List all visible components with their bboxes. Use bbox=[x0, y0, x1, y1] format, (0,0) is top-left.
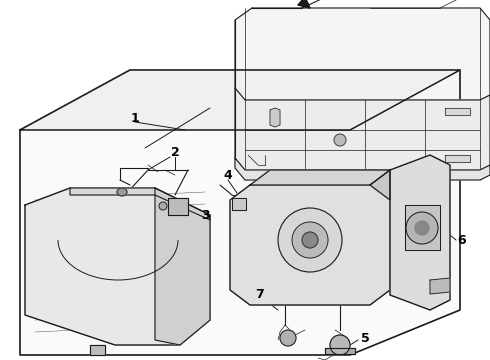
Polygon shape bbox=[405, 205, 440, 250]
Polygon shape bbox=[168, 198, 188, 215]
Polygon shape bbox=[20, 70, 460, 130]
Polygon shape bbox=[325, 348, 355, 354]
Circle shape bbox=[415, 221, 429, 235]
Text: 7: 7 bbox=[256, 288, 265, 302]
Polygon shape bbox=[232, 198, 246, 210]
Circle shape bbox=[292, 222, 328, 258]
Text: 6: 6 bbox=[458, 234, 466, 247]
Circle shape bbox=[278, 208, 342, 272]
Polygon shape bbox=[430, 278, 450, 294]
Polygon shape bbox=[270, 108, 280, 127]
Polygon shape bbox=[155, 188, 210, 345]
Text: 5: 5 bbox=[361, 332, 369, 345]
Polygon shape bbox=[445, 155, 470, 162]
Ellipse shape bbox=[117, 188, 127, 196]
Circle shape bbox=[334, 134, 346, 146]
Text: 1: 1 bbox=[131, 112, 139, 125]
Text: 4: 4 bbox=[223, 168, 232, 181]
Circle shape bbox=[159, 202, 167, 210]
Polygon shape bbox=[370, 170, 390, 200]
Text: 3: 3 bbox=[201, 208, 209, 221]
Polygon shape bbox=[70, 188, 210, 220]
Polygon shape bbox=[230, 185, 390, 305]
Polygon shape bbox=[25, 188, 210, 345]
Text: 2: 2 bbox=[171, 145, 179, 158]
Polygon shape bbox=[20, 70, 460, 355]
Circle shape bbox=[280, 330, 296, 346]
Polygon shape bbox=[390, 155, 450, 310]
Polygon shape bbox=[90, 345, 105, 355]
Circle shape bbox=[330, 335, 350, 355]
Polygon shape bbox=[235, 88, 490, 170]
Polygon shape bbox=[235, 8, 490, 100]
Polygon shape bbox=[445, 108, 470, 115]
Polygon shape bbox=[235, 158, 490, 180]
Polygon shape bbox=[250, 170, 390, 185]
Circle shape bbox=[406, 212, 438, 244]
Circle shape bbox=[302, 232, 318, 248]
Polygon shape bbox=[298, 0, 310, 8]
